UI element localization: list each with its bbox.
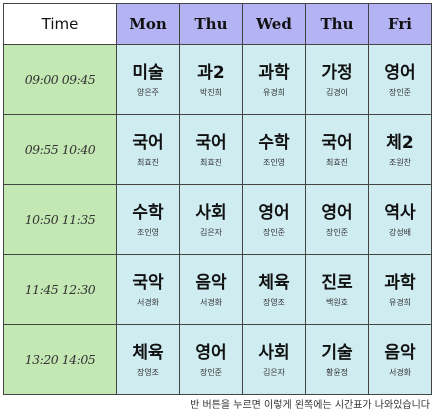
subject-name: 체2 xyxy=(386,132,414,153)
teacher-name: 강성배 xyxy=(388,227,412,237)
class-cell: 과2 박진희 xyxy=(179,44,243,115)
teacher-name: 서경화 xyxy=(388,367,412,377)
header-day-wed: Wed xyxy=(242,3,306,45)
subject-name: 영어 xyxy=(321,202,353,223)
header-time: Time xyxy=(3,3,117,45)
teacher-name: 백원호 xyxy=(325,297,349,307)
teacher-name: 장인준 xyxy=(325,227,349,237)
teacher-name: 박진희 xyxy=(199,87,223,97)
teacher-name: 장인준 xyxy=(262,227,286,237)
header-day-mon: Mon xyxy=(116,3,180,45)
subject-name: 과학 xyxy=(384,272,416,293)
teacher-name: 최효진 xyxy=(199,157,223,167)
subject-name: 사회 xyxy=(195,202,227,223)
teacher-name: 서경화 xyxy=(199,297,223,307)
subject-name: 영어 xyxy=(195,342,227,363)
subject-name: 체육 xyxy=(132,342,164,363)
class-cell: 체2 조원찬 xyxy=(368,114,432,185)
teacher-name: 서경화 xyxy=(136,297,160,307)
subject-name: 음악 xyxy=(195,272,227,293)
subject-name: 영어 xyxy=(384,62,416,83)
teacher-name: 최효진 xyxy=(136,157,160,167)
subject-name: 수학 xyxy=(132,202,164,223)
period-time: 10:50 11:35 xyxy=(3,184,117,255)
subject-name: 영어 xyxy=(258,202,290,223)
teacher-name: 황윤정 xyxy=(325,367,349,377)
caption-text: 반 버튼을 누르면 이렇게 왼쪽에는 시간표가 나와있습니다 xyxy=(190,400,430,411)
teacher-name: 유경희 xyxy=(262,87,286,97)
subject-name: 진로 xyxy=(321,272,353,293)
teacher-name: 김경이 xyxy=(325,87,349,97)
teacher-name: 김은자 xyxy=(199,227,223,237)
teacher-name: 장인준 xyxy=(199,367,223,377)
period-time: 11:45 12:30 xyxy=(3,254,117,325)
header-day-thu: Thu xyxy=(179,3,243,45)
teacher-name: 김은자 xyxy=(262,367,286,377)
subject-name: 국어 xyxy=(132,132,164,153)
teacher-name: 장인준 xyxy=(388,87,412,97)
subject-name: 과학 xyxy=(258,62,290,83)
teacher-name: 양은주 xyxy=(136,87,160,97)
subject-name: 수학 xyxy=(258,132,290,153)
header-day-thu-2: Thu xyxy=(305,3,369,45)
period-time: 09:00 09:45 xyxy=(3,44,117,115)
subject-name: 기술 xyxy=(321,342,353,363)
subject-name: 사회 xyxy=(258,342,290,363)
subject-name: 가정 xyxy=(321,62,353,83)
teacher-name: 조원찬 xyxy=(388,157,412,167)
timetable-header-row: Time Mon Thu Wed Thu Fri xyxy=(3,3,432,45)
teacher-name: 장영조 xyxy=(262,297,286,307)
subject-name: 음악 xyxy=(384,342,416,363)
subject-name: 체육 xyxy=(258,272,290,293)
subject-name: 국어 xyxy=(321,132,353,153)
teacher-name: 조인영 xyxy=(262,157,286,167)
subject-name: 과2 xyxy=(197,62,225,83)
subject-name: 역사 xyxy=(384,202,416,223)
subject-name: 국악 xyxy=(132,272,164,293)
teacher-name: 조인영 xyxy=(136,227,160,237)
subject-name: 미술 xyxy=(132,62,164,83)
subject-name: 국어 xyxy=(195,132,227,153)
teacher-name: 장영조 xyxy=(136,367,160,377)
teacher-name: 최효진 xyxy=(325,157,349,167)
period-time: 13:20 14:05 xyxy=(3,324,117,395)
header-day-fri: Fri xyxy=(368,3,432,45)
teacher-name: 유경희 xyxy=(388,297,412,307)
period-time: 09:55 10:40 xyxy=(3,114,117,185)
